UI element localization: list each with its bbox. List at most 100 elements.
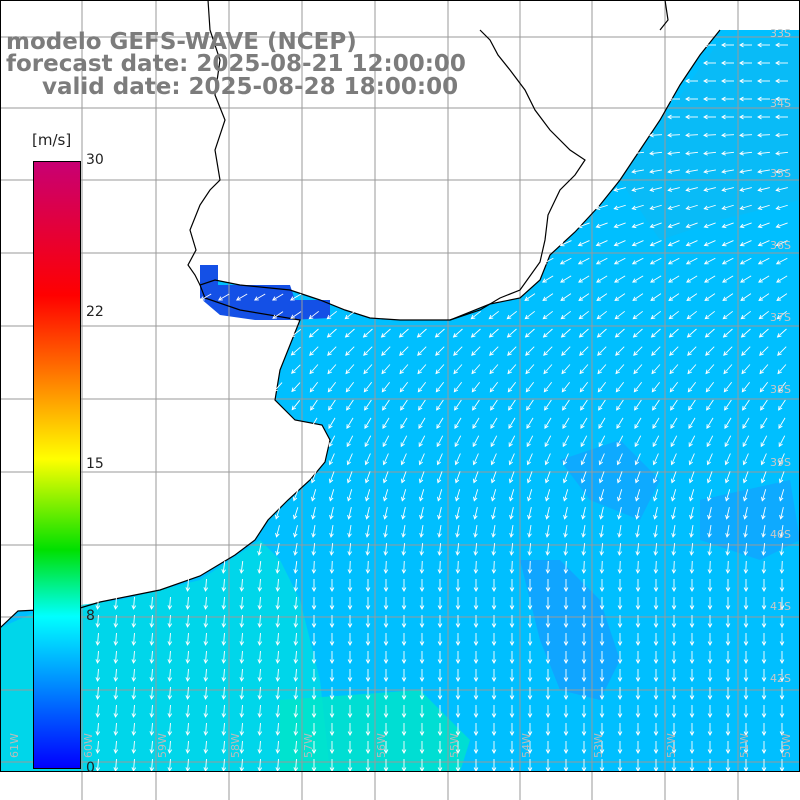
wind-arrow-head [453,369,458,375]
wind-arrow-head [581,496,586,502]
wind-arrow [582,525,586,537]
wind-arrow-head [649,223,655,229]
wind-arrow-head [508,460,514,466]
wind-arrow-head [685,241,691,247]
wind-arrow-head [545,587,551,592]
wind-arrow-head [364,442,369,448]
wind-arrow [471,381,481,393]
wind-arrow [546,525,550,537]
wind-arrow [740,275,752,283]
wind-arrow [561,328,571,338]
wind-arrow-head [779,496,784,502]
wind-arrow [439,560,441,574]
wind-arrow-head [527,749,533,754]
wind-arrow [634,435,642,447]
wind-arrow-head [526,460,532,466]
wind-arrow [744,525,748,537]
wind-arrow-head [667,260,673,265]
wind-arrow-head [599,695,605,700]
wind-arrow-head [199,296,205,301]
wind-arrow-head [581,587,587,592]
wind-arrow-head [293,550,298,556]
wind-arrow [741,381,751,393]
wind-arrow-head [707,605,713,610]
wind-arrow [650,257,662,265]
wind-arrow-head [616,442,621,448]
wind-arrow [472,399,480,411]
wind-arrow-head [509,749,515,754]
wind-arrow [436,417,444,429]
wind-arrow-head [473,551,479,556]
wind-arrow-head [131,731,137,736]
wind-arrow [348,525,352,537]
wind-arrow-head [435,369,440,375]
wind-arrow [366,507,370,519]
wind-arrow-head [633,387,639,393]
wind-arrow [277,686,279,700]
wind-arrow [633,381,643,393]
wind-arrow [97,614,99,628]
wind-arrow [758,293,770,301]
wind-arrow [686,187,698,191]
wind-arrow-head [703,187,709,192]
wind-arrow [689,489,695,501]
wind-arrow-head [437,731,443,736]
wind-arrow [528,507,532,519]
wind-arrow-head [293,532,298,538]
wind-arrow [367,560,369,574]
wind-arrow [295,578,297,592]
wind-arrow-head [761,677,767,682]
wind-arrow [133,668,135,682]
wind-arrow-head [543,369,548,375]
wind-arrow [560,257,572,265]
wind-arrow-head [561,351,566,356]
wind-arrow-head [275,767,281,772]
wind-arrow-head [740,296,746,301]
wind-arrow-head [689,514,694,520]
wind-arrow [133,686,135,700]
wind-arrow [775,151,789,155]
lon-label: 60W [82,733,95,758]
wind-arrow-head [577,260,583,265]
wind-arrow-head [437,551,443,556]
wind-arrow-head [596,314,602,320]
wind-arrow [259,758,261,772]
wind-arrow-head [365,713,371,718]
wind-arrow-head [383,551,389,556]
wind-arrow [259,614,261,628]
wind-arrow-head [689,496,694,502]
wind-arrow [187,758,189,772]
wind-speed-patch [520,560,620,700]
wind-arrow-head [725,713,731,718]
wind-arrow [650,222,662,228]
wind-arrow-head [545,623,551,628]
wind-arrow [596,204,608,210]
wind-arrow-head [613,187,619,192]
wind-arrow-head [527,695,533,700]
wind-arrow-head [290,314,296,319]
wind-arrow-head [563,569,569,574]
wind-arrow-head [739,187,745,192]
wind-arrow-head [721,169,727,174]
wind-arrow-head [670,405,675,411]
wind-arrow [615,310,625,320]
wind-arrow-head [347,623,353,628]
wind-arrow [241,614,243,628]
wind-arrow-head [595,223,601,229]
wind-arrow-head [725,731,731,736]
wind-arrow-head [721,260,727,265]
wind-arrow [599,489,605,501]
wind-arrow [560,240,572,246]
wind-arrow [668,240,680,246]
wind-arrow [290,293,302,301]
wind-arrow-head [757,205,763,211]
wind-arrow [704,293,716,301]
wind-arrow-head [617,623,623,628]
wind-arrow-head [775,241,781,247]
wind-arrow [561,381,571,393]
wind-arrow [363,328,373,338]
wind-arrow-head [596,278,601,283]
wind-arrow-head [739,60,744,66]
wind-arrow [614,293,626,301]
wind-arrow-head [577,223,583,229]
